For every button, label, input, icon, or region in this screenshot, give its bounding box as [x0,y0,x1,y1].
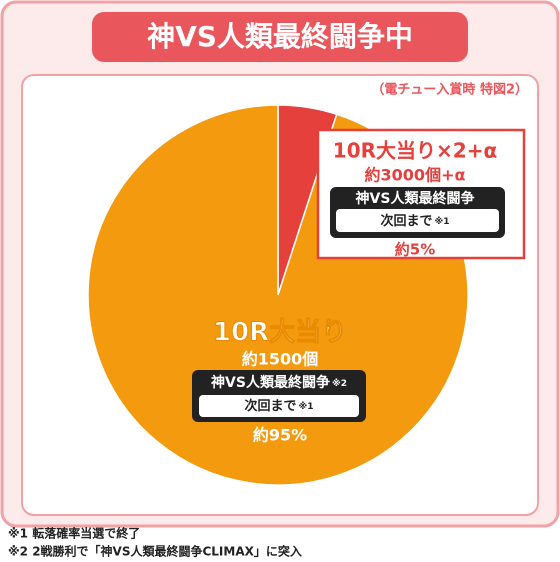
slice-percent: 約5% [395,241,435,259]
slice-detail: 約3000個+α [365,166,466,185]
next-label: 次回まで ※1 [244,398,313,414]
next-note: ※1 [435,216,450,227]
mode-text: 神VS人類最終闘争 [211,374,330,391]
next-note: ※1 [299,401,314,412]
next-label: 次回まで ※1 [380,213,449,229]
title-banner [92,12,468,62]
next-box [336,209,499,232]
footnote: ※2 2戦勝利で「神VS人類最終闘争CLIMAX」に突入 [8,544,302,559]
next-box [199,395,359,417]
slice-name: 10R大当り [213,318,347,348]
mode-note: ※2 [332,378,347,389]
slice-mode: 神VS人類最終闘争 ※2 [211,374,347,391]
next-text: 次回まで [380,213,432,229]
slice-percent: 約95% [253,426,307,445]
slice-mode: 神VS人類最終闘争 [356,190,475,207]
chart-title: 神VS人類最終闘争中 [147,20,413,53]
slice-detail: 約1500個 [242,350,319,369]
footnote: ※1 転落確率当選で終了 [8,526,140,541]
next-text: 次回まで [244,398,296,414]
subtitle: （電チュー入賞時 特図2） [371,82,528,98]
slice-name: 10R大当り×2+α [333,139,497,163]
